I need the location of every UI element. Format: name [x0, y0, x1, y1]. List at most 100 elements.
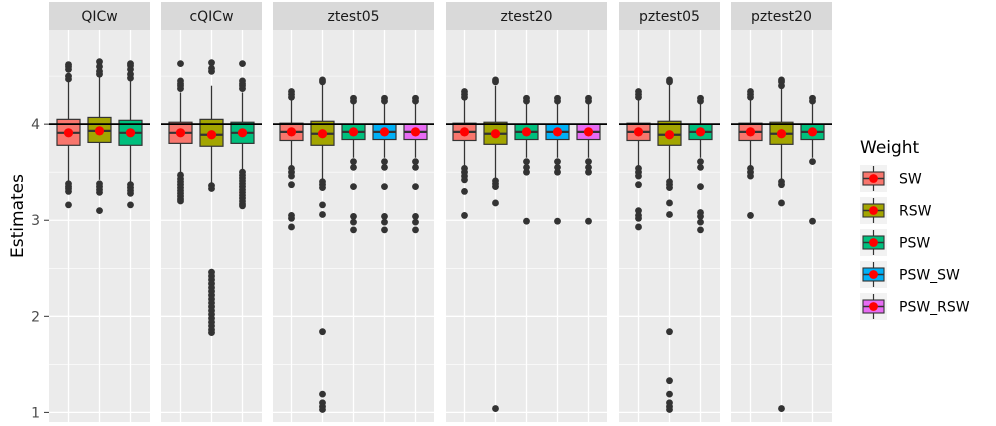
outlier-point	[127, 189, 134, 197]
mean-point	[807, 127, 818, 137]
outlier-point	[492, 405, 499, 412]
mean-point	[379, 127, 390, 137]
outlier-point	[554, 97, 561, 105]
outlier-point	[381, 183, 388, 191]
boxplot-PSW_SW	[545, 94, 570, 225]
legend-label: PSW_SW	[899, 268, 960, 284]
facet-panel: QICw	[49, 2, 150, 422]
boxplot-PSW_RSW	[576, 94, 601, 225]
outlier-point	[747, 172, 754, 180]
outlier-point	[350, 183, 357, 191]
outlier-point	[697, 97, 704, 105]
boxplot-PSW_SW	[372, 94, 397, 234]
outlier-point	[585, 158, 592, 166]
outlier-point	[412, 183, 419, 191]
outlier-point	[288, 172, 295, 180]
legend-label: SW	[899, 172, 922, 188]
outlier-point	[523, 217, 530, 225]
outlier-point	[666, 377, 673, 385]
outlier-point	[288, 93, 295, 101]
boxplot-RSW	[657, 76, 682, 413]
outlier-point	[666, 211, 673, 218]
outlier-point	[96, 188, 103, 196]
outlier-point	[585, 163, 592, 171]
outlier-point	[697, 183, 704, 191]
legend-title: Weight	[860, 138, 920, 158]
facet-strip-label: pztest20	[751, 9, 812, 25]
outlier-point	[585, 217, 592, 225]
outlier-point	[319, 211, 326, 218]
y-axis-title: Estimates	[8, 174, 28, 258]
mean-point	[206, 130, 217, 140]
outlier-point	[350, 226, 357, 234]
boxplot-SW	[738, 88, 763, 219]
outlier-point	[319, 201, 326, 209]
outlier-point	[412, 226, 419, 234]
mean-point	[410, 127, 421, 137]
outlier-point	[288, 223, 295, 231]
boxplot-SW	[168, 60, 193, 205]
boxplot-SW	[626, 88, 651, 231]
boxplot-PSW	[800, 94, 825, 225]
outlier-point	[177, 60, 184, 68]
y-tick-label: 2	[31, 309, 40, 325]
outlier-point	[635, 214, 642, 222]
boxplot-SW	[56, 61, 81, 209]
outlier-point	[319, 390, 326, 398]
boxplot-RSW	[483, 76, 508, 412]
outlier-point	[809, 97, 816, 105]
facet-strip-label: QICw	[81, 9, 117, 25]
legend-key-mean	[869, 174, 878, 183]
outlier-point	[635, 172, 642, 180]
facet-strip	[619, 2, 720, 30]
outlier-point	[319, 406, 326, 413]
outlier-point	[412, 158, 419, 166]
outlier-point	[492, 199, 499, 207]
outlier-point	[461, 212, 468, 219]
outlier-point	[666, 328, 673, 336]
outlier-point	[96, 63, 103, 70]
outlier-point	[778, 199, 785, 207]
legend-key-mean	[869, 206, 878, 215]
boxplot-SW	[452, 88, 477, 219]
outlier-point	[208, 67, 215, 75]
mean-point	[521, 127, 532, 137]
outlier-point	[208, 59, 215, 67]
outlier-point	[554, 158, 561, 166]
facet-strip-label: pztest05	[639, 9, 700, 25]
boxplot-SW	[279, 88, 304, 231]
y-tick-label: 3	[31, 213, 40, 229]
mean-point	[237, 128, 248, 138]
outlier-point	[381, 212, 388, 220]
outlier-point	[412, 97, 419, 105]
outlier-point	[523, 163, 530, 171]
outlier-point	[208, 185, 215, 192]
y-tick-label: 1	[31, 405, 40, 421]
mean-point	[664, 130, 675, 140]
legend-key-mean	[869, 302, 878, 311]
outlier-point	[65, 65, 72, 73]
outlier-point	[412, 212, 419, 220]
outlier-point	[381, 218, 388, 226]
outlier-point	[350, 97, 357, 105]
mean-point	[745, 127, 756, 137]
boxplot-PSW	[688, 94, 713, 234]
facet-panel: ztest05	[273, 2, 434, 422]
outlier-point	[523, 168, 530, 176]
outlier-point	[747, 93, 754, 101]
outlier-point	[778, 405, 785, 412]
outlier-point	[381, 97, 388, 105]
outlier-point	[239, 85, 246, 93]
panels-layer: QICw cQICw ztest05 ztest20 pztest05 pztest20	[49, 2, 832, 422]
outlier-point	[666, 199, 673, 207]
legend-label: PSW	[899, 236, 930, 252]
outlier-point	[554, 217, 561, 225]
mean-point	[286, 127, 297, 137]
legend-label: RSW	[899, 204, 932, 220]
outlier-point	[666, 184, 673, 191]
boxplot-RSW	[769, 76, 794, 412]
outlier-point	[461, 188, 468, 195]
y-axis: 1 2 3 4	[31, 117, 49, 421]
mean-point	[583, 127, 594, 137]
